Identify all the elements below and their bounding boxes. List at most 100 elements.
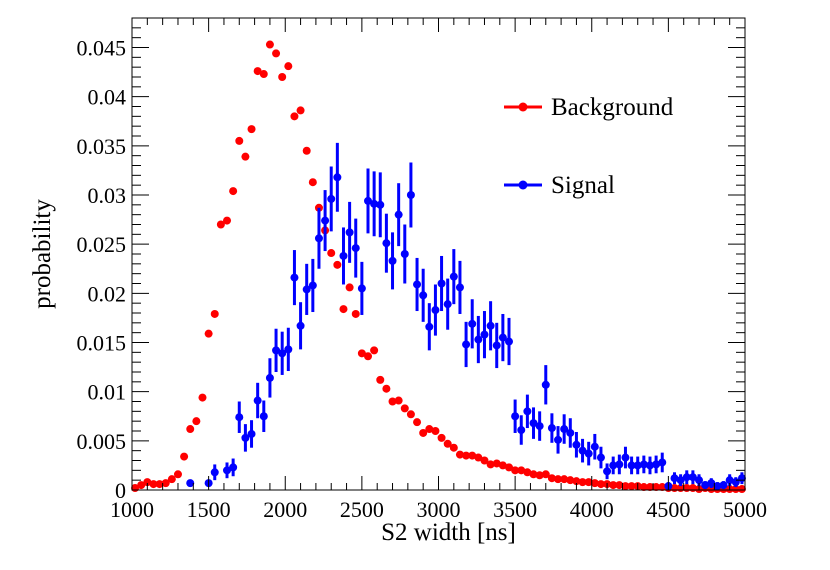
data-point-background [645, 483, 654, 492]
data-point-signal [504, 337, 513, 346]
data-point-signal [621, 453, 630, 462]
data-point-signal [676, 476, 685, 485]
data-point-signal [419, 291, 428, 300]
data-point-background [173, 470, 182, 479]
legend-item-signal: Signal [504, 172, 615, 199]
data-point-background [523, 468, 532, 477]
data-point-signal [308, 281, 317, 290]
data-point-background [566, 476, 575, 485]
x-axis-label: S2 width [ns] [381, 519, 516, 546]
data-point-signal [388, 256, 397, 265]
data-point-signal [431, 306, 440, 315]
data-point-signal [345, 228, 354, 237]
data-point-background [229, 187, 238, 196]
y-tick-label: 0 [115, 478, 126, 503]
data-point-background [357, 349, 366, 358]
y-tick-label: 0.015 [77, 331, 127, 356]
data-point-background [609, 481, 618, 490]
data-point-signal [382, 239, 391, 248]
x-tick-label: 4000 [570, 497, 614, 522]
data-point-signal [449, 272, 458, 281]
data-point-signal [265, 373, 274, 382]
data-point-background [621, 482, 630, 491]
data-point-signal [633, 461, 642, 470]
data-point-background [308, 178, 317, 187]
data-point-signal [314, 234, 323, 243]
data-point-background [572, 477, 581, 486]
data-point-background [186, 425, 195, 434]
data-point-signal [480, 330, 489, 339]
data-point-background [370, 346, 379, 355]
data-point-signal [351, 244, 360, 253]
y-tick-label: 0.03 [88, 183, 127, 208]
data-point-background [480, 456, 489, 465]
data-point-background [235, 136, 244, 145]
data-point-background [578, 478, 587, 487]
data-point-background [413, 418, 422, 427]
data-point-background [511, 466, 520, 475]
data-point-signal [523, 407, 532, 416]
data-point-signal [554, 435, 563, 444]
data-point-signal [223, 466, 232, 475]
data-point-signal [259, 412, 268, 421]
data-point-signal [474, 335, 483, 344]
data-point-signal [296, 321, 305, 330]
legend: Background Signal [504, 94, 674, 199]
data-point-signal [235, 413, 244, 422]
legend-label-signal: Signal [551, 172, 615, 199]
data-point-background [333, 260, 342, 269]
data-point-signal [370, 199, 379, 208]
data-point-signal [364, 196, 373, 205]
data-point-background [554, 475, 563, 484]
data-point-background [584, 478, 593, 487]
data-point-signal [229, 463, 238, 472]
data-point-background [627, 482, 636, 491]
data-point-background [339, 305, 348, 314]
data-point-background [560, 475, 569, 484]
data-point-signal [321, 216, 330, 225]
data-point-background [223, 216, 232, 225]
data-point-background [707, 485, 716, 494]
data-point-background [652, 483, 661, 492]
data-series-layer [131, 40, 746, 494]
data-point-background [327, 249, 336, 258]
data-point-signal [572, 440, 581, 449]
data-point-signal [670, 474, 679, 483]
data-point-background [449, 443, 458, 452]
data-point-background [204, 329, 213, 338]
data-point-signal [596, 453, 605, 462]
y-tick-label: 0.04 [88, 85, 127, 110]
data-point-background [535, 471, 544, 480]
y-tick-label: 0.005 [77, 429, 127, 454]
data-point-signal [645, 461, 654, 470]
data-point-signal [278, 349, 287, 358]
data-point-background [192, 417, 201, 426]
data-point-signal [652, 460, 661, 469]
data-point-background [394, 396, 403, 405]
data-point-signal [688, 473, 697, 482]
data-point-signal [413, 280, 422, 289]
data-point-signal [443, 300, 452, 309]
data-point-background [596, 480, 605, 489]
legend-marker-signal [518, 180, 528, 190]
data-point-background [137, 481, 146, 490]
data-point-background [198, 393, 207, 402]
data-point-signal [247, 429, 256, 438]
data-point-background [517, 466, 526, 475]
data-point-signal [695, 476, 704, 485]
y-tick-label: 0.01 [88, 380, 127, 405]
series-background [131, 40, 746, 494]
x-tick-label: 4500 [646, 497, 690, 522]
data-point-background [247, 125, 256, 134]
data-point-background [302, 146, 311, 155]
data-point-background [474, 453, 483, 462]
data-point-background [443, 439, 452, 448]
data-point-background [278, 73, 287, 81]
x-tick-label: 2000 [263, 497, 307, 522]
data-point-signal [615, 460, 624, 469]
data-point-background [265, 40, 274, 49]
data-point-signal [603, 467, 612, 476]
data-point-background [161, 479, 170, 488]
data-point-background [468, 451, 477, 460]
